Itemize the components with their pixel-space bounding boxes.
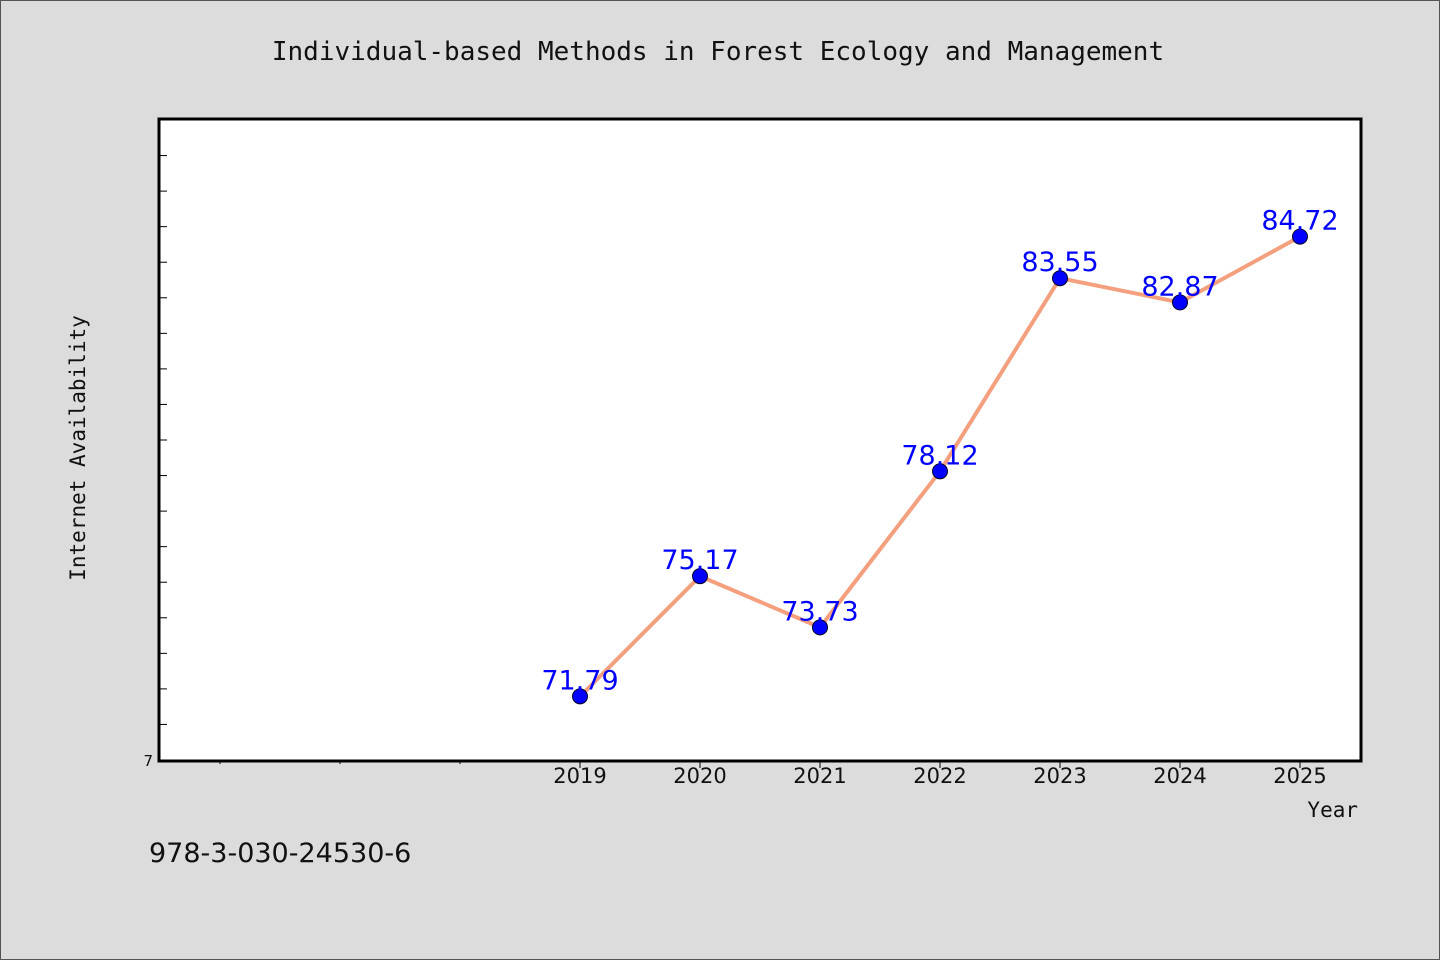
y-axis-label: Internet Availability — [66, 315, 90, 581]
data-label: 71.79 — [541, 665, 618, 696]
data-point — [1292, 228, 1308, 245]
data-label: 78.12 — [901, 440, 978, 471]
x-tick-label: 2022 — [913, 764, 966, 788]
data-label: 75.17 — [661, 545, 738, 576]
x-tick-label: 2024 — [1153, 764, 1206, 788]
x-tick-label: 2021 — [793, 764, 846, 788]
data-label: 84.72 — [1261, 206, 1338, 237]
data-label: 83.55 — [1021, 247, 1098, 278]
data-label: 73.73 — [781, 596, 858, 627]
chart-title: Individual-based Methods in Forest Ecolo… — [272, 37, 1164, 67]
x-tick-label: 2019 — [553, 764, 606, 788]
data-point — [812, 619, 828, 636]
x-tick-label: 2023 — [1033, 764, 1086, 788]
data-point — [1052, 270, 1068, 287]
data-point — [932, 463, 948, 480]
x-axis-ticks: 2019 2020 2021 2022 2023 2024 2025 — [219, 760, 1327, 788]
x-axis-label: Year — [1307, 798, 1358, 822]
series-group: 71.79 75.17 73.73 78.12 83.55 82.87 84.72 — [541, 206, 1339, 705]
y-tick-label: 7 — [143, 752, 153, 770]
data-point — [1172, 294, 1188, 311]
y-axis-ticks — [160, 155, 167, 725]
data-point — [572, 688, 588, 705]
data-point — [692, 568, 708, 585]
plot-area — [157, 117, 1363, 763]
data-label: 82.87 — [1141, 271, 1218, 302]
x-tick-label: 2025 — [1273, 764, 1326, 788]
isbn-footer: 978-3-030-24530-6 — [149, 838, 411, 869]
x-tick-label: 2020 — [673, 764, 726, 788]
